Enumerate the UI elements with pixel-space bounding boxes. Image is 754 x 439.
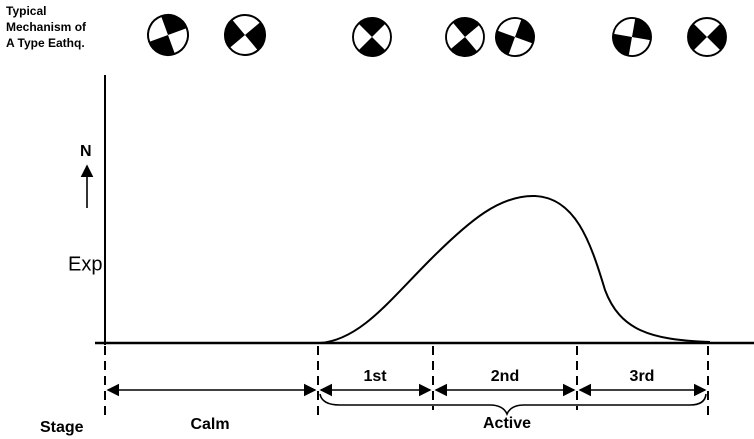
header-line: A Type Eathq. — [6, 36, 85, 50]
active-brace — [320, 394, 706, 414]
focal-mechanisms — [142, 7, 734, 64]
stage-label: Stage — [40, 419, 84, 436]
level-label: Exp — [68, 253, 102, 275]
header-line: Mechanism of — [6, 20, 87, 34]
active-label: Active — [483, 415, 531, 432]
substage-label: 1st — [363, 368, 387, 385]
substage-label: 2nd — [491, 368, 519, 385]
y-label: N — [80, 143, 92, 160]
substage-label: 3rd — [630, 368, 655, 385]
activity-curve — [320, 196, 710, 343]
calm-label: Calm — [190, 416, 229, 433]
diagram: Typical Mechanism of A Type Eathq. N Exp… — [0, 0, 754, 439]
header-line: Typical — [6, 4, 46, 18]
